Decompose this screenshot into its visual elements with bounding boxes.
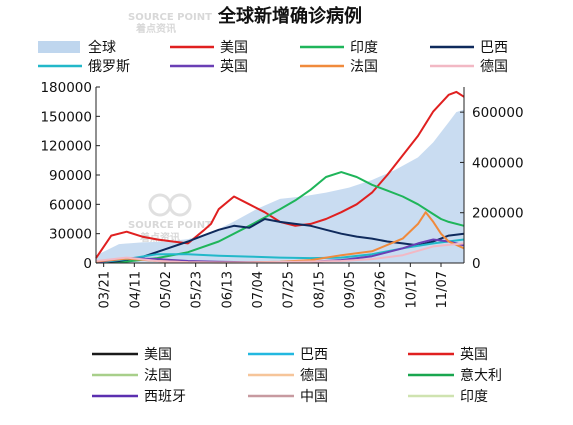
x-tick-label: 06/13 bbox=[220, 271, 235, 308]
plot-area bbox=[95, 90, 465, 264]
y-left-tick-label: 150000 bbox=[40, 109, 92, 125]
legend-label: 意大利 bbox=[460, 367, 502, 384]
y-right-tick-label: 400000 bbox=[472, 155, 524, 171]
legend-label: 法国 bbox=[350, 59, 378, 75]
legend-label: 印度 bbox=[350, 40, 378, 56]
legend-label: 英国 bbox=[220, 58, 248, 75]
legend-label: 美国 bbox=[220, 40, 248, 56]
legend-label: 西班牙 bbox=[144, 389, 186, 405]
x-tick-label: 04/11 bbox=[128, 271, 143, 308]
legend-label: 全球 bbox=[88, 39, 116, 56]
x-tick-label: 10/17 bbox=[404, 271, 419, 308]
legend-label: 德国 bbox=[480, 59, 508, 75]
y-left-tick-label: 180000 bbox=[40, 80, 92, 96]
x-tick-label: 07/04 bbox=[251, 271, 266, 308]
legend-label: 俄罗斯 bbox=[88, 59, 130, 75]
watermark-logo bbox=[148, 193, 172, 217]
legend-label: 法国 bbox=[144, 368, 172, 384]
y-left-tick-label: 0 bbox=[83, 256, 92, 272]
watermark-logo bbox=[168, 193, 192, 217]
legend-label: 巴西 bbox=[300, 347, 328, 363]
watermark-text-en: SOURCE POINT bbox=[128, 12, 212, 23]
y-left-tick-label: 30000 bbox=[49, 227, 92, 243]
y-right-tick-label: 200000 bbox=[472, 206, 524, 222]
axes: 0 30000 60000 90000 120000 150000 180000 0 20000… bbox=[40, 80, 523, 308]
chart-title: 全球新增确诊病例 bbox=[217, 5, 362, 27]
y-left-tick-label: 120000 bbox=[40, 139, 92, 155]
legend-label: 美国 bbox=[144, 347, 172, 363]
y-right-tick-label: 0 bbox=[472, 256, 481, 272]
series-line bbox=[95, 242, 465, 264]
x-tick-label: 08/15 bbox=[312, 271, 327, 308]
watermark-text-en: SOURCE POINT bbox=[128, 220, 212, 231]
legend-label: 印度 bbox=[460, 389, 488, 405]
series-line bbox=[95, 218, 465, 264]
x-tick-label: 11/07 bbox=[435, 271, 450, 308]
y-left-tick-label: 90000 bbox=[49, 168, 92, 184]
x-tick-label: 05/02 bbox=[159, 271, 174, 308]
watermark-top: SOURCE POINT 着点资讯 bbox=[128, 12, 212, 35]
watermark-text-cn: 着点资讯 bbox=[135, 22, 176, 35]
y-left-tick-label: 60000 bbox=[49, 197, 92, 213]
legend-label: 巴西 bbox=[480, 40, 508, 56]
series-line bbox=[95, 171, 465, 264]
legend-swatch bbox=[38, 41, 80, 53]
series-area-global bbox=[96, 109, 464, 263]
x-tick-label: 09/26 bbox=[374, 271, 389, 308]
x-tick-label: 07/25 bbox=[282, 271, 297, 308]
y-right-tick-label: 600000 bbox=[472, 105, 524, 121]
legend-label: 德国 bbox=[300, 368, 328, 384]
x-tick-label: 03/21 bbox=[98, 271, 113, 308]
x-tick-label: 09/05 bbox=[343, 271, 358, 308]
legend-label: 中国 bbox=[300, 389, 328, 405]
x-tick-label: 05/23 bbox=[190, 271, 205, 308]
legend-label: 英国 bbox=[460, 346, 488, 363]
